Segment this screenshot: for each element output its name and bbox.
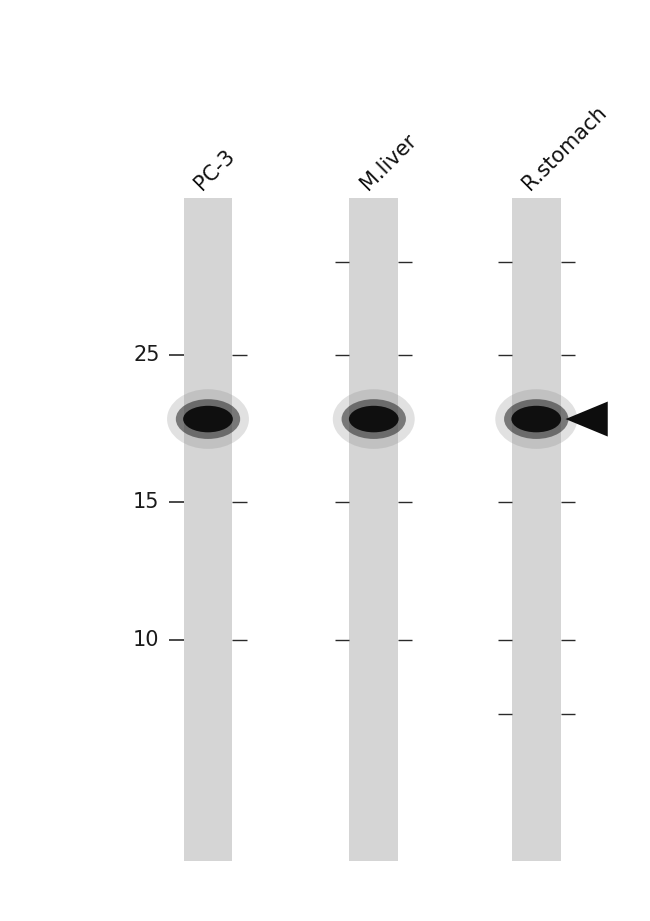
Text: PC-3: PC-3: [190, 146, 239, 193]
Bar: [184, 198, 233, 861]
Bar: [350, 198, 398, 861]
Ellipse shape: [349, 406, 398, 432]
Ellipse shape: [333, 390, 415, 449]
Ellipse shape: [495, 390, 577, 449]
Polygon shape: [566, 402, 608, 437]
Ellipse shape: [183, 406, 233, 432]
Text: 10: 10: [133, 630, 160, 650]
Text: M.liver: M.liver: [356, 130, 420, 193]
Ellipse shape: [341, 399, 406, 439]
Text: 25: 25: [133, 344, 160, 365]
Bar: [512, 198, 560, 861]
Ellipse shape: [167, 390, 249, 449]
Ellipse shape: [512, 406, 561, 432]
Ellipse shape: [504, 399, 568, 439]
Ellipse shape: [176, 399, 240, 439]
Text: R.stomach: R.stomach: [519, 101, 610, 193]
Text: 15: 15: [133, 492, 160, 512]
